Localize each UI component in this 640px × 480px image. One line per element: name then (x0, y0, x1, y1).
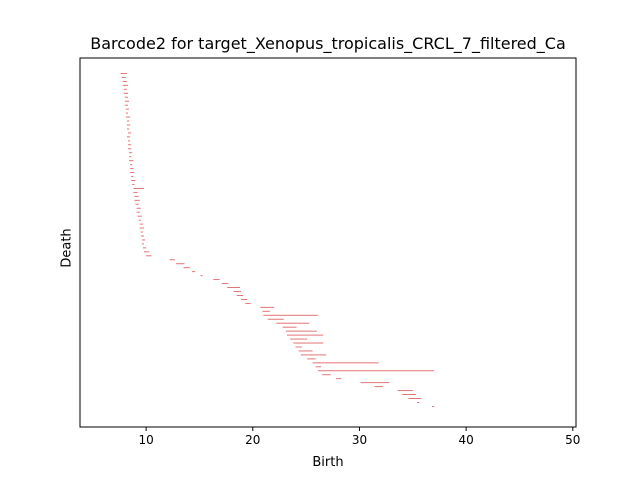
barcode-bar (124, 100, 130, 102)
barcode-bar (402, 394, 416, 396)
barcode-bar (136, 211, 140, 213)
barcode-bar (138, 219, 141, 221)
barcode-bar (131, 176, 134, 177)
barcode-bar (200, 275, 203, 277)
barcode-bar (312, 362, 379, 364)
barcode-bar (307, 358, 316, 360)
barcode-bar (241, 298, 248, 300)
barcode-bar (126, 128, 130, 130)
barcode-bar (245, 302, 251, 304)
barcode-bar (140, 235, 144, 237)
barcode-bar (134, 195, 139, 197)
barcode-bar (129, 152, 133, 154)
barcode-bar (122, 84, 128, 86)
x-axis-label: Birth (312, 455, 344, 470)
barcode-bar (139, 227, 144, 229)
barcode-bar (132, 184, 135, 185)
barcode-bar (123, 92, 128, 94)
barcode-bar (128, 148, 132, 150)
barcode-bar (169, 259, 175, 261)
barcode-bar (300, 354, 327, 356)
barcode-bar (126, 120, 130, 122)
barcode-bar (125, 112, 128, 114)
barcode-bar (128, 144, 132, 146)
barcode-bar (130, 172, 135, 174)
barcode-bar (146, 255, 152, 257)
plot-frame (79, 57, 577, 428)
barcode-bar (317, 370, 435, 372)
barcode-bar (285, 330, 317, 332)
barcode-bar (267, 318, 284, 320)
barcode-bar (142, 247, 147, 249)
barcode-bar (128, 140, 131, 142)
barcode-bar (141, 239, 146, 241)
barcode-bar (144, 251, 150, 253)
barcode-bar (295, 346, 302, 348)
barcode-bar (130, 164, 133, 166)
barcode-bar (298, 350, 313, 352)
barcode-bar (293, 342, 324, 344)
barcode-bar (282, 326, 297, 328)
barcode-bar (124, 104, 128, 106)
barcode-bar (137, 215, 142, 217)
x-tick-label: 20 (245, 433, 260, 447)
barcode-bar (125, 116, 131, 118)
x-tick-label: 30 (352, 433, 367, 447)
barcode-bar (134, 199, 140, 201)
barcode-bar (133, 191, 138, 193)
barcode-bar (260, 306, 275, 308)
barcode-bar (141, 243, 144, 245)
barcode-bar (336, 378, 342, 380)
barcode-bar (125, 108, 130, 110)
bars-layer (120, 73, 435, 407)
barcode-bar (121, 76, 126, 78)
barcode-bar (130, 168, 134, 170)
barcode-bar (133, 187, 144, 189)
barcode-bar (227, 287, 240, 288)
barcode-bar (183, 267, 190, 269)
barcode-bar (276, 322, 310, 324)
x-tick-label: 40 (458, 433, 473, 447)
barcode-bar (397, 390, 413, 392)
barcode-bar (123, 88, 127, 90)
x-ticks: 10 20 30 40 50 (138, 427, 580, 447)
barcode-bar (432, 406, 435, 407)
barcode-bar (136, 207, 141, 209)
barcode-bar (286, 334, 324, 336)
x-tick-label: 10 (138, 433, 153, 447)
barcode-bar (139, 223, 143, 225)
barcode-bar (120, 73, 127, 74)
barcode-bar (213, 279, 220, 281)
barcode-bar (128, 132, 132, 134)
barcode-bar (176, 263, 185, 265)
barcode-bar (360, 382, 390, 384)
barcode-bar (221, 283, 229, 285)
barcode-bar (126, 124, 131, 126)
barcode-bar (131, 180, 136, 181)
barcode-bar (374, 386, 383, 388)
barcode-bar (262, 310, 270, 312)
y-axis-label: Death (59, 228, 75, 268)
barcode-bar (124, 96, 128, 98)
barcode-bar (129, 160, 134, 162)
barcode-bar (129, 156, 132, 158)
barcode-bar (315, 366, 322, 368)
barcode-bar (126, 136, 131, 138)
barcode-bar (192, 271, 196, 273)
barcode-bar (236, 295, 244, 296)
barcode-bar (135, 203, 139, 205)
barcode-bar (233, 291, 242, 292)
barcode-bar (290, 338, 308, 340)
barcode-bar (263, 314, 318, 316)
barcode-bar (122, 80, 127, 82)
x-tick-label: 50 (565, 433, 580, 447)
barcode-bar (417, 402, 420, 403)
chart-title: Barcode2 for target_Xenopus_tropicalis_C… (90, 34, 566, 53)
barcode-bar (408, 398, 422, 399)
barcode-bar (140, 231, 143, 233)
barcode-bar (322, 374, 331, 376)
